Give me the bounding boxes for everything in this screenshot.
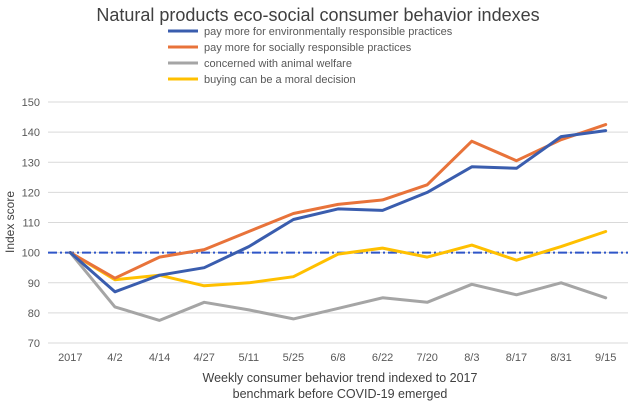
legend-label-4: buying can be a moral decision (204, 74, 356, 86)
series-line-1 (68, 129, 608, 294)
y-tick-label: 90 (28, 278, 40, 290)
x-tick-label: 2017 (58, 352, 82, 364)
x-tick-label: 8/31 (550, 352, 571, 364)
y-tick-label: 70 (28, 338, 40, 350)
y-tick-label: 100 (22, 248, 40, 260)
y-tick-label: 150 (22, 97, 40, 109)
y-axis-label: Index score (3, 191, 17, 253)
y-tick-label: 80 (28, 308, 40, 320)
y-tick-label: 110 (22, 218, 40, 230)
x-tick-label: 8/17 (506, 352, 527, 364)
x-axis-label-line-1: Weekly consumer behavior trend indexed t… (203, 371, 478, 385)
x-tick-label: 8/3 (464, 352, 479, 364)
chart-title: Natural products eco-social consumer beh… (96, 5, 539, 25)
y-axis-ticks: 70 80 90 100 110 120 130 140 150 (22, 97, 40, 350)
x-axis-label-line-2: benchmark before COVID-19 emerged (233, 387, 448, 401)
x-tick-label: 4/2 (107, 352, 122, 364)
x-tick-label: 9/15 (595, 352, 616, 364)
series-lines (68, 123, 608, 322)
x-axis-ticks: 2017 4/2 4/14 4/27 5/11 5/25 6/8 6/22 7/20 8/3 8/1… (58, 352, 616, 364)
legend-label-2: pay more for socially responsible practi… (204, 42, 412, 54)
legend-label-3: concerned with animal welfare (204, 58, 352, 70)
gridlines (48, 101, 628, 344)
y-tick-label: 130 (22, 157, 40, 169)
legend: pay more for environmentally responsible… (168, 26, 453, 86)
x-tick-label: 5/11 (238, 352, 259, 364)
y-tick-label: 120 (22, 187, 40, 199)
y-tick-label: 140 (22, 127, 40, 139)
series-line-3 (68, 251, 608, 322)
x-tick-label: 6/22 (372, 352, 393, 364)
x-tick-label: 7/20 (417, 352, 438, 364)
series-line-2 (68, 123, 608, 280)
x-tick-label: 5/25 (283, 352, 304, 364)
legend-label-1: pay more for environmentally responsible… (204, 26, 453, 38)
x-tick-label: 4/14 (149, 352, 170, 364)
x-tick-label: 4/27 (193, 352, 214, 364)
x-tick-label: 6/8 (330, 352, 345, 364)
